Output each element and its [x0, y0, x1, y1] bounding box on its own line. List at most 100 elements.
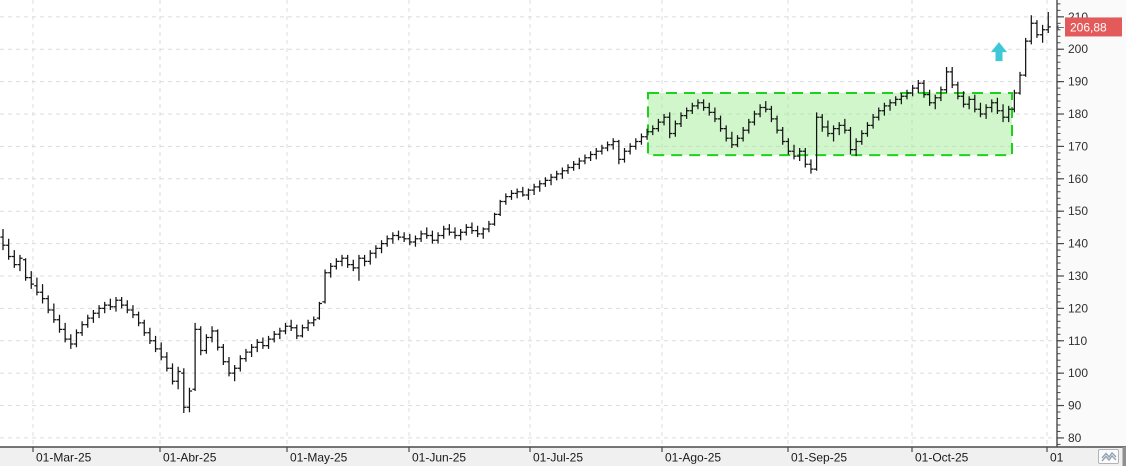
ohlc-bar[interactable]	[525, 188, 532, 200]
ohlc-bar[interactable]	[774, 115, 780, 134]
ohlc-bar[interactable]	[627, 143, 633, 155]
ohlc-bar[interactable]	[904, 89, 910, 100]
ohlc-bar[interactable]	[316, 301, 322, 320]
ohlc-bar[interactable]	[90, 310, 96, 323]
ohlc-bar[interactable]	[949, 67, 955, 89]
ohlc-bar[interactable]	[497, 199, 503, 216]
ohlc-bar[interactable]	[746, 118, 752, 134]
ohlc-bar[interactable]	[203, 334, 209, 354]
ohlc-bar[interactable]	[655, 118, 661, 132]
ohlc-bar[interactable]	[124, 300, 130, 314]
ohlc-bar[interactable]	[785, 138, 791, 155]
ohlc-bar[interactable]	[836, 122, 842, 136]
ohlc-bar[interactable]	[147, 327, 153, 344]
ohlc-bar[interactable]	[232, 365, 238, 382]
ohlc-bar[interactable]	[350, 259, 356, 272]
ohlc-bar[interactable]	[650, 125, 656, 136]
ohlc-bar[interactable]	[40, 284, 46, 304]
ohlc-bar[interactable]	[209, 326, 215, 343]
ohlc-bar[interactable]	[271, 331, 277, 343]
ohlc-bar[interactable]	[237, 355, 243, 372]
ohlc-bar[interactable]	[576, 157, 582, 170]
ohlc-bar[interactable]	[17, 254, 23, 272]
ohlc-bar[interactable]	[378, 240, 385, 254]
ohlc-bar[interactable]	[977, 102, 984, 118]
ohlc-bar[interactable]	[514, 188, 520, 199]
ohlc-bar[interactable]	[1011, 89, 1017, 113]
ohlc-bar[interactable]	[503, 193, 509, 205]
ohlc-bar[interactable]	[1034, 20, 1040, 38]
ohlc-bar[interactable]	[169, 363, 176, 385]
ohlc-bar[interactable]	[141, 319, 147, 336]
ohlc-bar[interactable]	[723, 125, 729, 142]
ohlc-bar[interactable]	[520, 186, 526, 197]
ohlc-bar[interactable]	[96, 305, 102, 319]
ohlc-bar[interactable]	[11, 250, 17, 268]
ohlc-bar[interactable]	[565, 164, 571, 174]
ohlc-bar[interactable]	[1023, 37, 1029, 77]
ohlc-bar[interactable]	[452, 227, 458, 239]
ohlc-bar[interactable]	[701, 99, 707, 111]
ohlc-bar[interactable]	[463, 224, 469, 236]
ohlc-bar[interactable]	[876, 107, 882, 121]
ohlc-bar[interactable]	[294, 324, 300, 340]
ohlc-bar[interactable]	[571, 161, 577, 171]
ohlc-bar[interactable]	[45, 295, 51, 314]
ohlc-bar[interactable]	[582, 154, 588, 165]
ohlc-bar[interactable]	[763, 101, 769, 113]
ohlc-bar[interactable]	[254, 339, 260, 353]
ohlc-bar[interactable]	[712, 107, 718, 123]
ohlc-bar[interactable]	[73, 329, 79, 348]
ohlc-bar[interactable]	[56, 314, 63, 333]
ohlc-bar[interactable]	[593, 148, 599, 160]
ohlc-bar[interactable]	[220, 344, 226, 365]
ohlc-bar[interactable]	[706, 102, 712, 116]
ohlc-bar[interactable]	[339, 254, 345, 267]
ohlc-bar[interactable]	[831, 125, 837, 142]
ohlc-bar[interactable]	[469, 222, 475, 234]
ohlc-bar[interactable]	[102, 301, 108, 314]
ohlc-bar[interactable]	[260, 337, 266, 349]
ohlc-bar[interactable]	[559, 167, 565, 179]
chart-corner-button[interactable]	[1098, 449, 1119, 464]
ohlc-bar[interactable]	[605, 141, 611, 152]
ohlc-bar[interactable]	[994, 97, 1000, 114]
ohlc-bar[interactable]	[345, 254, 351, 268]
ohlc-bar[interactable]	[644, 128, 650, 140]
ohlc-bar[interactable]	[616, 139, 622, 165]
ohlc-bar[interactable]	[181, 368, 187, 413]
ohlc-bar[interactable]	[282, 322, 289, 335]
ohlc-bar[interactable]	[757, 104, 763, 118]
ohlc-bar[interactable]	[429, 230, 435, 244]
ohlc-bar[interactable]	[119, 297, 125, 309]
ohlc-bar[interactable]	[0, 229, 6, 251]
ohlc-bar[interactable]	[130, 305, 136, 319]
ohlc-bar[interactable]	[311, 316, 317, 327]
ohlc-bar[interactable]	[791, 144, 797, 160]
ohlc-bar[interactable]	[740, 127, 746, 142]
ohlc-bar[interactable]	[684, 107, 690, 119]
ohlc-bar[interactable]	[819, 114, 825, 132]
ohlc-bar[interactable]	[780, 127, 786, 145]
ohlc-bar[interactable]	[28, 271, 34, 289]
ohlc-bar[interactable]	[486, 220, 492, 233]
ohlc-bar[interactable]	[955, 81, 961, 100]
ohlc-bar[interactable]	[537, 180, 543, 192]
ohlc-bar[interactable]	[588, 151, 594, 161]
ohlc-bar[interactable]	[729, 131, 735, 148]
ohlc-bar[interactable]	[226, 357, 232, 377]
ohlc-bar[interactable]	[277, 327, 283, 340]
ohlc-bars[interactable]	[0, 12, 1051, 413]
ohlc-bar[interactable]	[808, 159, 814, 174]
ohlc-bar[interactable]	[893, 96, 899, 106]
ohlc-bar[interactable]	[113, 297, 119, 312]
ohlc-bar[interactable]	[395, 230, 402, 241]
ohlc-bar[interactable]	[407, 233, 413, 246]
ohlc-bar[interactable]	[797, 148, 803, 161]
ohlc-bar[interactable]	[1006, 105, 1012, 123]
ohlc-bar[interactable]	[68, 334, 74, 349]
ohlc-bar[interactable]	[158, 342, 164, 361]
ohlc-bar[interactable]	[661, 114, 667, 126]
ohlc-bar[interactable]	[718, 115, 724, 132]
